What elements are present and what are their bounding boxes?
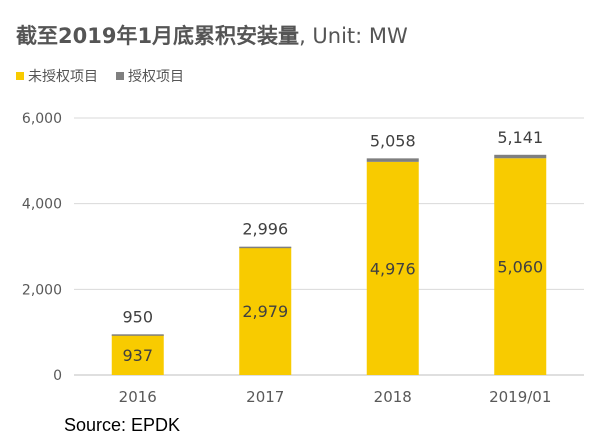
data-label-unlicensed: 5,060	[497, 258, 543, 277]
chart-title: 截至2019年1月底累积安装量, Unit: MW	[16, 20, 408, 50]
data-label-total: 2,996	[242, 220, 288, 239]
bar-unlicensed	[366, 161, 419, 375]
y-tick-label: 0	[53, 368, 62, 384]
legend-item-unlicensed: 未授权项目	[16, 66, 98, 86]
bar-unlicensed	[494, 158, 547, 375]
bar-unlicensed	[239, 247, 292, 375]
data-label-unlicensed: 2,979	[242, 302, 288, 321]
data-label-unlicensed: 937	[122, 346, 153, 365]
y-tick-label: 4,000	[22, 197, 62, 213]
legend-swatch-unlicensed	[16, 72, 24, 80]
bar-licensed	[366, 158, 419, 162]
data-label-unlicensed: 4,976	[370, 259, 416, 278]
legend-label-licensed: 授权项目	[128, 69, 184, 85]
chart-legend: 未授权项目 授权项目	[16, 66, 184, 86]
y-tick-label: 2,000	[22, 282, 62, 298]
data-label-total: 5,058	[370, 131, 416, 150]
legend-item-licensed: 授权项目	[116, 66, 184, 86]
data-label-total: 5,141	[497, 128, 543, 147]
chart-title-unit: , Unit: MW	[299, 24, 408, 48]
source-note: Source: EPDK	[64, 415, 181, 435]
bar-licensed	[494, 154, 547, 159]
x-tick-label: 2019/01	[489, 388, 551, 406]
legend-swatch-licensed	[116, 72, 124, 80]
legend-label-unlicensed: 未授权项目	[28, 69, 98, 85]
bar-licensed	[111, 334, 164, 336]
y-tick-label: 6,000	[22, 111, 62, 127]
bar-unlicensed	[111, 334, 164, 375]
x-tick-label: 2017	[246, 388, 284, 406]
x-tick-label: 2016	[119, 388, 157, 406]
data-label-total: 950	[122, 307, 153, 326]
chart-title-main: 截至2019年1月底累积安装量	[16, 24, 300, 48]
x-tick-label: 2018	[374, 388, 412, 406]
bar-licensed	[239, 246, 292, 249]
